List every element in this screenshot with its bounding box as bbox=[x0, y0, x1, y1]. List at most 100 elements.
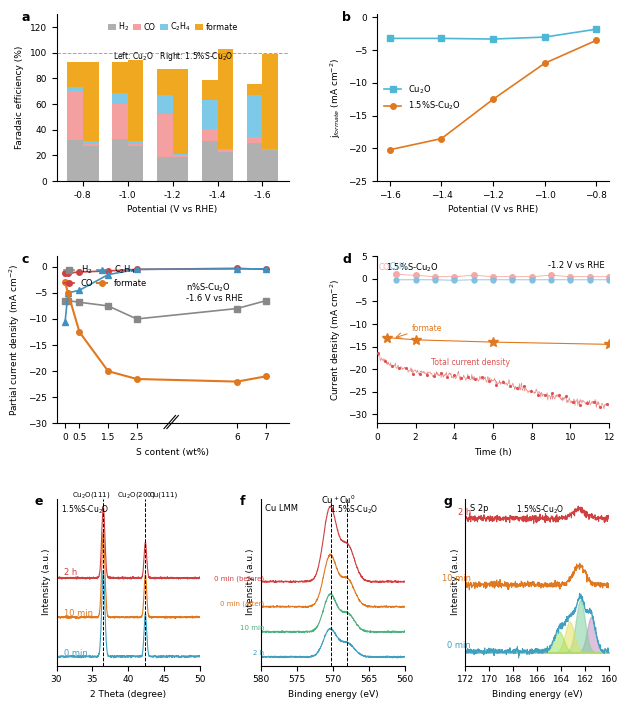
X-axis label: Binding energy (eV): Binding energy (eV) bbox=[492, 690, 583, 699]
Line: CO: CO bbox=[62, 266, 269, 276]
X-axis label: Potential (V vs RHE): Potential (V vs RHE) bbox=[448, 205, 538, 215]
Bar bbox=[173, 154, 188, 156]
Point bbox=[602, 398, 612, 409]
H$_2$ bbox=[234, 304, 241, 313]
Bar bbox=[67, 87, 83, 91]
Text: 1.5%S-Cu$_2$O: 1.5%S-Cu$_2$O bbox=[61, 503, 109, 516]
Cu$_2$O bbox=[386, 34, 394, 42]
CO bbox=[104, 267, 112, 275]
Text: 0 min (before): 0 min (before) bbox=[214, 575, 264, 582]
Point bbox=[582, 397, 592, 409]
formate bbox=[133, 375, 141, 383]
Bar bbox=[173, 156, 188, 181]
CO bbox=[76, 268, 84, 276]
Point bbox=[505, 380, 515, 392]
C$_2$H$_4$ bbox=[133, 265, 141, 273]
Cu$_2$O bbox=[489, 35, 497, 43]
formate bbox=[76, 328, 84, 336]
Y-axis label: Current density (mA cm$^{-2}$): Current density (mA cm$^{-2}$) bbox=[328, 279, 343, 401]
Text: 2 h: 2 h bbox=[458, 508, 471, 517]
Bar bbox=[67, 140, 83, 181]
Cu$_2$O bbox=[592, 25, 600, 33]
Bar bbox=[67, 91, 83, 140]
Cu$_2$O bbox=[438, 34, 445, 42]
Line: H$_2$: H$_2$ bbox=[62, 298, 269, 321]
CO bbox=[262, 265, 269, 273]
Bar bbox=[202, 142, 217, 181]
Legend: Cu$_2$O, 1.5%S-Cu$_2$O: Cu$_2$O, 1.5%S-Cu$_2$O bbox=[381, 80, 464, 115]
Point bbox=[540, 389, 550, 401]
Point bbox=[435, 367, 445, 379]
Y-axis label: Intensity (a.u.): Intensity (a.u.) bbox=[451, 549, 460, 615]
Bar bbox=[112, 139, 127, 181]
Line: Cu$_2$O: Cu$_2$O bbox=[387, 26, 599, 42]
Text: 1.5%S-Cu$_2$O: 1.5%S-Cu$_2$O bbox=[516, 503, 564, 516]
Bar bbox=[157, 156, 173, 181]
C$_2$H$_4$ bbox=[234, 265, 241, 273]
Point bbox=[373, 347, 383, 358]
1.5%S-Cu$_2$O bbox=[489, 95, 497, 103]
Bar bbox=[83, 147, 99, 181]
C$_2$H$_4$ bbox=[262, 265, 269, 273]
Text: n%S-Cu$_2$O: n%S-Cu$_2$O bbox=[185, 281, 230, 294]
Text: 10 min: 10 min bbox=[442, 574, 471, 583]
Point bbox=[561, 391, 571, 402]
Bar bbox=[202, 80, 217, 101]
Text: 0 min: 0 min bbox=[448, 641, 471, 650]
Text: -1.2 V vs RHE: -1.2 V vs RHE bbox=[548, 261, 605, 270]
1.5%S-Cu$_2$O bbox=[592, 36, 600, 45]
H$_2$ bbox=[62, 297, 69, 305]
Bar bbox=[157, 115, 173, 156]
Bar bbox=[83, 62, 99, 142]
Text: 10 min: 10 min bbox=[63, 609, 93, 618]
Text: Cu LMM: Cu LMM bbox=[265, 503, 298, 513]
C$_2$H$_4$ bbox=[76, 286, 84, 295]
Bar bbox=[112, 104, 127, 139]
Text: Cu$_2$O(200): Cu$_2$O(200) bbox=[117, 490, 156, 500]
Text: c: c bbox=[22, 253, 29, 266]
Point bbox=[477, 371, 487, 382]
Text: Cu$^0$: Cu$^0$ bbox=[339, 493, 355, 506]
Point bbox=[491, 379, 501, 391]
CO bbox=[234, 264, 241, 273]
1.5%S-Cu$_2$O bbox=[541, 59, 548, 67]
Text: -1.6 V vs RHE: -1.6 V vs RHE bbox=[185, 294, 242, 303]
Text: d: d bbox=[342, 253, 351, 266]
Point bbox=[533, 389, 543, 400]
Legend: H$_2$, CO, C$_2$H$_4$, formate: H$_2$, CO, C$_2$H$_4$, formate bbox=[105, 18, 240, 35]
Bar bbox=[247, 142, 263, 181]
Bar bbox=[127, 142, 143, 144]
Y-axis label: Intensity (a.u.): Intensity (a.u.) bbox=[246, 549, 256, 615]
Text: g: g bbox=[443, 495, 453, 508]
Bar bbox=[217, 149, 233, 150]
C$_2$H$_4$ bbox=[62, 317, 69, 326]
H$_2$ bbox=[64, 297, 72, 305]
Point bbox=[512, 382, 522, 394]
Y-axis label: Partial current density (mA cm$^{-2}$): Partial current density (mA cm$^{-2}$) bbox=[8, 263, 22, 416]
H$_2$ bbox=[76, 298, 84, 307]
Bar bbox=[247, 84, 263, 95]
Y-axis label: Faradaic efficiency (%): Faradaic efficiency (%) bbox=[15, 46, 24, 149]
Y-axis label: j$_{formate}$ (mA cm$^{-2}$): j$_{formate}$ (mA cm$^{-2}$) bbox=[328, 57, 343, 138]
Bar bbox=[217, 152, 233, 181]
Text: 0 min: 0 min bbox=[63, 649, 87, 658]
Text: 10 min: 10 min bbox=[240, 625, 264, 632]
X-axis label: Potential (V vs RHE): Potential (V vs RHE) bbox=[127, 205, 218, 215]
Point bbox=[387, 361, 397, 372]
X-axis label: 2 Theta (degree): 2 Theta (degree) bbox=[90, 690, 166, 699]
Point bbox=[588, 396, 598, 408]
Bar bbox=[217, 150, 233, 152]
Cu$_2$O bbox=[541, 33, 548, 41]
formate bbox=[62, 278, 69, 287]
Point bbox=[575, 399, 585, 411]
Legend: H$_2$, CO, C$_2$H$_4$, formate: H$_2$, CO, C$_2$H$_4$, formate bbox=[61, 261, 151, 291]
Point bbox=[547, 388, 557, 399]
Point bbox=[595, 401, 605, 413]
X-axis label: Time (h): Time (h) bbox=[474, 447, 512, 457]
Text: a: a bbox=[22, 11, 30, 24]
Point bbox=[428, 370, 438, 382]
Text: 1.5%S-Cu$_2$O: 1.5%S-Cu$_2$O bbox=[386, 261, 439, 274]
formate bbox=[234, 377, 241, 386]
Text: Cu$^+$: Cu$^+$ bbox=[320, 494, 339, 506]
X-axis label: Binding energy (eV): Binding energy (eV) bbox=[288, 690, 378, 699]
